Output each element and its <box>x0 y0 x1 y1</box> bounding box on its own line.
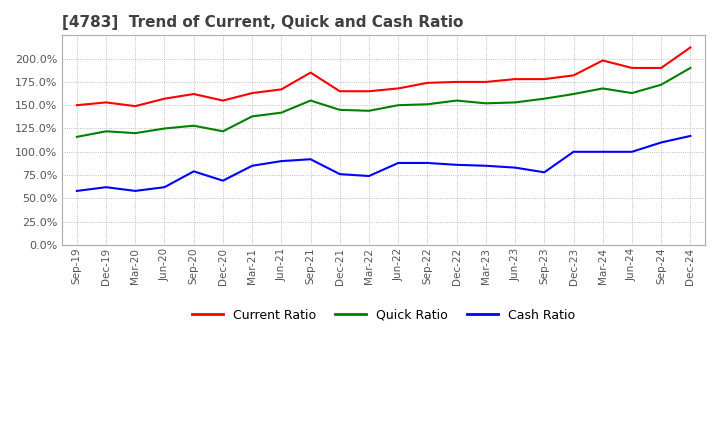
Cash Ratio <box>628 149 636 154</box>
Text: [4783]  Trend of Current, Quick and Cash Ratio: [4783] Trend of Current, Quick and Cash … <box>62 15 464 30</box>
Cash Ratio <box>540 170 549 175</box>
Quick Ratio <box>452 98 461 103</box>
Current Ratio <box>248 91 256 96</box>
Current Ratio <box>336 88 344 94</box>
Quick Ratio <box>131 131 140 136</box>
Current Ratio <box>628 65 636 70</box>
Cash Ratio <box>423 160 432 165</box>
Current Ratio <box>73 103 81 108</box>
Quick Ratio <box>336 107 344 113</box>
Line: Cash Ratio: Cash Ratio <box>77 136 690 191</box>
Current Ratio <box>510 77 519 82</box>
Cash Ratio <box>686 133 695 139</box>
Quick Ratio <box>160 126 168 131</box>
Line: Current Ratio: Current Ratio <box>77 48 690 106</box>
Current Ratio <box>160 96 168 101</box>
Cash Ratio <box>73 188 81 194</box>
Cash Ratio <box>452 162 461 168</box>
Cash Ratio <box>657 140 665 145</box>
Quick Ratio <box>510 100 519 105</box>
Cash Ratio <box>248 163 256 169</box>
Cash Ratio <box>189 169 198 174</box>
Quick Ratio <box>189 123 198 128</box>
Cash Ratio <box>131 188 140 194</box>
Quick Ratio <box>482 101 490 106</box>
Current Ratio <box>131 103 140 109</box>
Current Ratio <box>189 92 198 97</box>
Quick Ratio <box>394 103 402 108</box>
Quick Ratio <box>277 110 286 115</box>
Cash Ratio <box>102 184 110 190</box>
Current Ratio <box>306 70 315 75</box>
Cash Ratio <box>510 165 519 170</box>
Current Ratio <box>570 73 578 78</box>
Quick Ratio <box>686 65 695 70</box>
Current Ratio <box>277 87 286 92</box>
Cash Ratio <box>336 172 344 177</box>
Quick Ratio <box>423 102 432 107</box>
Current Ratio <box>365 88 374 94</box>
Quick Ratio <box>540 96 549 101</box>
Cash Ratio <box>482 163 490 169</box>
Cash Ratio <box>570 149 578 154</box>
Quick Ratio <box>570 92 578 97</box>
Cash Ratio <box>365 173 374 179</box>
Legend: Current Ratio, Quick Ratio, Cash Ratio: Current Ratio, Quick Ratio, Cash Ratio <box>187 304 580 327</box>
Cash Ratio <box>219 178 228 183</box>
Quick Ratio <box>102 128 110 134</box>
Quick Ratio <box>598 86 607 91</box>
Quick Ratio <box>306 98 315 103</box>
Cash Ratio <box>277 158 286 164</box>
Cash Ratio <box>306 157 315 162</box>
Current Ratio <box>219 98 228 103</box>
Current Ratio <box>686 45 695 50</box>
Quick Ratio <box>365 108 374 114</box>
Current Ratio <box>540 77 549 82</box>
Cash Ratio <box>394 160 402 165</box>
Quick Ratio <box>248 114 256 119</box>
Current Ratio <box>423 80 432 85</box>
Current Ratio <box>657 65 665 70</box>
Current Ratio <box>394 86 402 91</box>
Current Ratio <box>452 79 461 84</box>
Quick Ratio <box>657 82 665 88</box>
Current Ratio <box>598 58 607 63</box>
Cash Ratio <box>160 184 168 190</box>
Line: Quick Ratio: Quick Ratio <box>77 68 690 137</box>
Quick Ratio <box>628 91 636 96</box>
Current Ratio <box>102 100 110 105</box>
Cash Ratio <box>598 149 607 154</box>
Quick Ratio <box>219 128 228 134</box>
Current Ratio <box>482 79 490 84</box>
Quick Ratio <box>73 134 81 139</box>
